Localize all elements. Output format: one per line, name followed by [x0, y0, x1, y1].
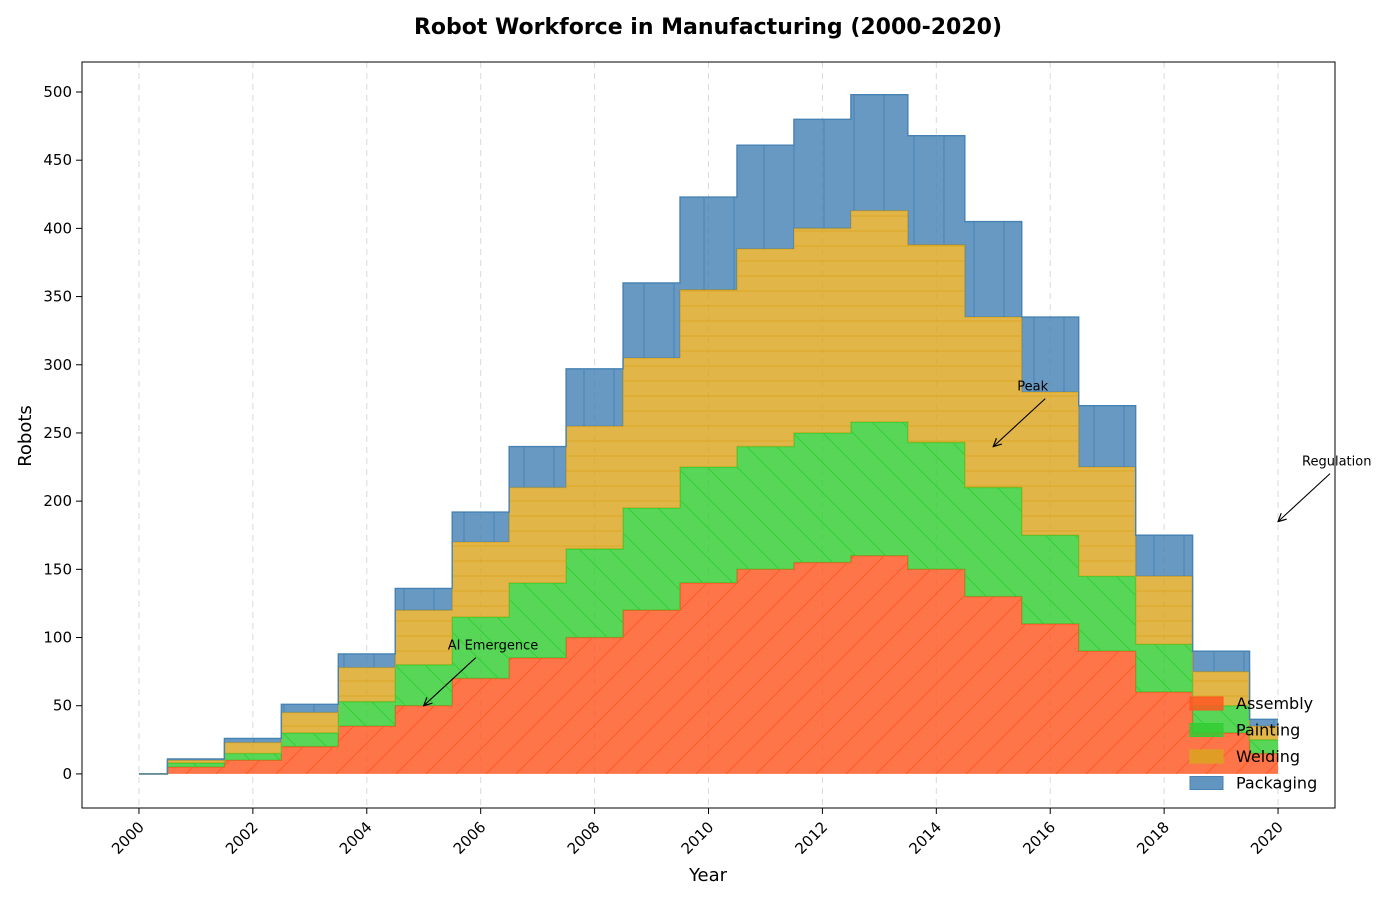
series-edge-packaging — [138, 94, 1279, 775]
x-axis-ticks: 2000 2002 2004 2006 2008 2010 2012 2014 2016 2018… — [108, 808, 1287, 858]
y-tick-label-500: 500 — [43, 83, 72, 101]
y-tick-label-150: 150 — [43, 560, 72, 578]
annotation-arrow — [424, 657, 477, 706]
annotation-label: Peak — [1017, 380, 1048, 395]
y-tick-label-50: 50 — [53, 697, 72, 715]
legend-item-packaging: Packaging — [1189, 774, 1317, 793]
legend-swatch — [1189, 696, 1224, 711]
series-packaging — [138, 94, 1279, 775]
legend-label: Welding — [1236, 747, 1300, 766]
annotation-label: Regulation — [1302, 455, 1371, 470]
x-tick-label-2016: 2016 — [1019, 818, 1059, 858]
series-hatch-packaging — [138, 94, 1279, 774]
x-tick-label-2002: 2002 — [222, 818, 262, 858]
x-tick-label-2012: 2012 — [792, 818, 832, 858]
y-tick-label-200: 200 — [43, 492, 72, 510]
y-tick-label-0: 0 — [62, 765, 72, 783]
x-tick-label-2018: 2018 — [1133, 818, 1173, 858]
series-hatch-painting — [138, 422, 1279, 774]
chart-title: Robot Workforce in Manufacturing (2000-2… — [414, 15, 1002, 40]
y-axis-ticks: 0 50 100 150 200 250 300 350 400 450 500 — [43, 83, 82, 783]
legend-item-assembly: Assembly — [1189, 694, 1313, 713]
x-tick-label-2010: 2010 — [678, 818, 718, 858]
x-axis-title: Year — [688, 865, 728, 886]
legend-label: Packaging — [1236, 774, 1317, 793]
series-hatch-assembly — [138, 555, 1279, 774]
legend-label: Assembly — [1236, 694, 1313, 713]
legend-item-painting: Painting — [1189, 721, 1300, 740]
annotation-arrow — [993, 398, 1046, 447]
annotation-label: AI Emergence — [448, 639, 539, 654]
y-tick-label-250: 250 — [43, 424, 72, 442]
annotation-arrow — [1278, 473, 1331, 522]
x-tick-label-2008: 2008 — [564, 818, 604, 858]
x-tick-label-2014: 2014 — [905, 818, 945, 858]
annotation-peak: Peak — [993, 380, 1049, 447]
legend-item-welding: Welding — [1189, 747, 1300, 766]
legend-label: Painting — [1236, 721, 1300, 740]
legend-swatch — [1189, 776, 1224, 790]
x-tick-label-2000: 2000 — [108, 818, 148, 858]
x-tick-label-2006: 2006 — [450, 818, 490, 858]
annotation-layer: AI Emergence Peak Regulation — [424, 380, 1371, 706]
annotation-regulation: Regulation — [1278, 455, 1371, 522]
series-hatch-welding — [138, 210, 1279, 774]
area-layer — [138, 94, 1279, 775]
y-tick-label-300: 300 — [43, 356, 72, 374]
y-tick-label-350: 350 — [43, 288, 72, 306]
x-tick-label-2004: 2004 — [336, 818, 376, 858]
legend: Assembly Painting Welding Packaging — [1189, 694, 1317, 793]
legend-swatch — [1189, 749, 1224, 764]
x-tick-label-2020: 2020 — [1247, 818, 1287, 858]
y-tick-label-100: 100 — [43, 629, 72, 647]
y-tick-label-450: 450 — [43, 151, 72, 169]
annotation-ai-emergence: AI Emergence — [424, 639, 539, 706]
y-axis-title: Robots — [15, 405, 36, 467]
legend-swatch — [1189, 723, 1224, 737]
y-tick-label-400: 400 — [43, 219, 72, 237]
